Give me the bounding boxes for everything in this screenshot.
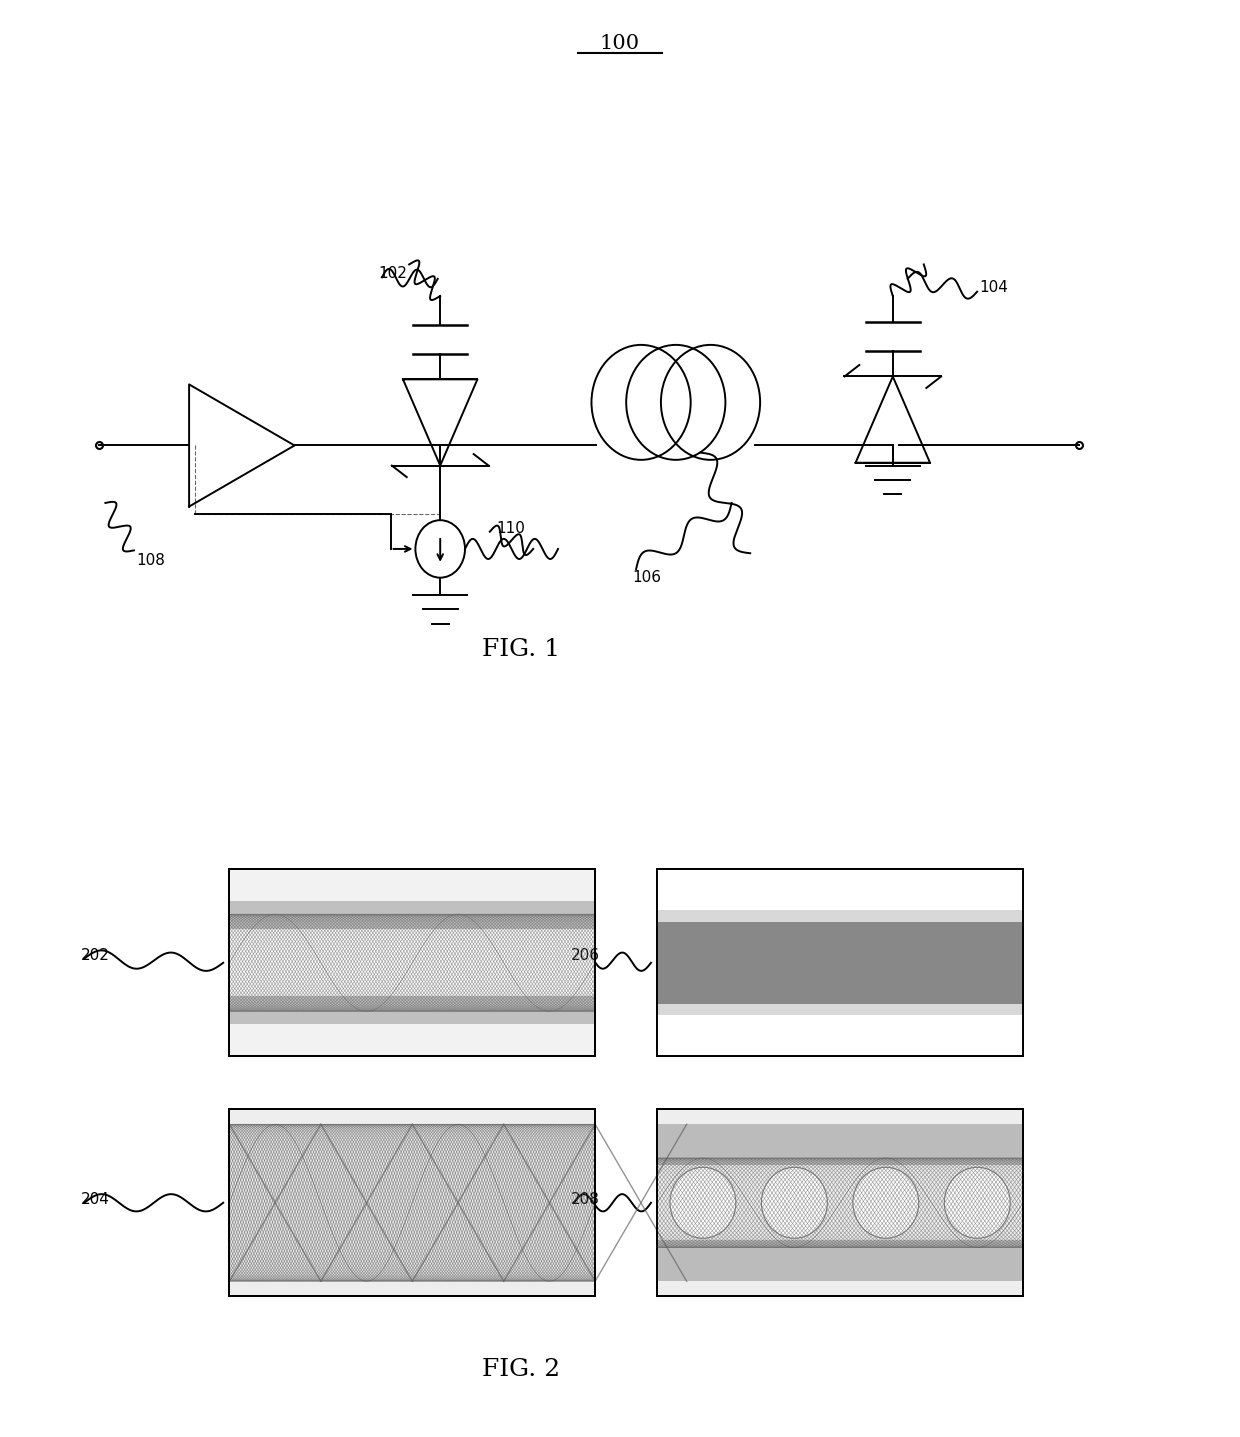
Bar [229,901,595,930]
Text: 100: 100 [600,33,640,53]
Text: 202: 202 [81,948,109,963]
Bar [229,869,595,1056]
Bar [229,996,595,1025]
Bar [657,1015,1023,1056]
Text: 108: 108 [136,553,165,568]
Text: 102: 102 [378,266,407,280]
Text: FIG. 2: FIG. 2 [481,1358,560,1381]
Bar [657,921,1023,1004]
Bar [657,869,1023,1056]
Text: 204: 204 [81,1193,109,1207]
Bar [657,911,1023,921]
Bar [657,1109,1023,1296]
Text: 110: 110 [496,522,525,536]
Text: 106: 106 [632,570,661,585]
Text: 206: 206 [570,948,599,963]
Bar [657,1124,1023,1165]
Bar [657,869,1023,911]
Bar [229,930,595,996]
Bar [657,1109,1023,1296]
Text: 104: 104 [980,280,1008,295]
Ellipse shape [761,1167,827,1239]
Text: 208: 208 [570,1193,599,1207]
Bar [657,1004,1023,1015]
Ellipse shape [853,1167,919,1239]
Ellipse shape [670,1167,735,1239]
Bar [657,1240,1023,1282]
Bar [229,1109,595,1296]
Bar [229,1109,595,1296]
Bar [229,869,595,1056]
Bar [657,869,1023,1056]
Ellipse shape [945,1167,1011,1239]
Text: FIG. 1: FIG. 1 [482,638,559,661]
